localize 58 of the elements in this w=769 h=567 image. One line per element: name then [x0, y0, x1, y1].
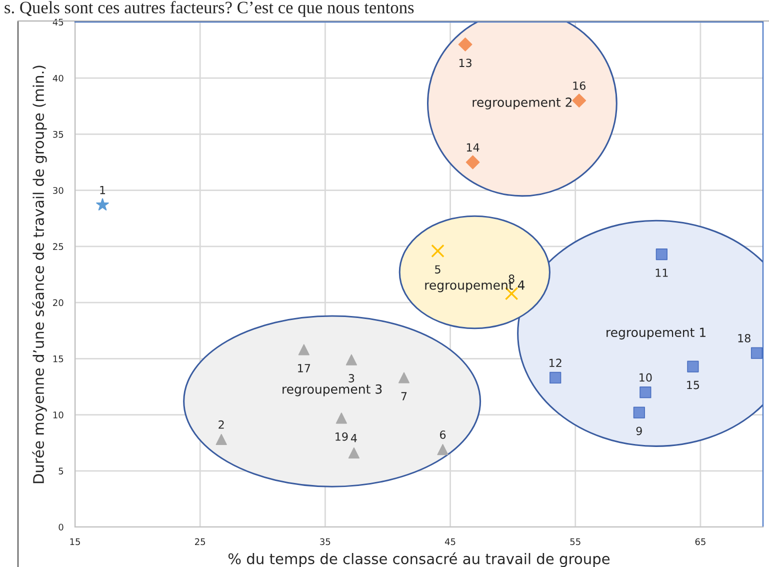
point [346, 354, 358, 366]
x-tick-label: 55 [570, 538, 580, 546]
point [336, 412, 348, 424]
annotation: 13 [459, 58, 472, 68]
y-tick-label: 40 [52, 74, 64, 82]
point [656, 248, 668, 260]
annotation: 17 [298, 364, 310, 372]
series-label: regroupement 1 [606, 328, 706, 340]
point [572, 94, 586, 108]
y-tick-label: 25 [53, 243, 64, 250]
series-label: regroupement 2 [472, 98, 572, 110]
point [348, 447, 360, 458]
annotation: 9 [636, 426, 642, 436]
x-tick-label: 15 [70, 538, 80, 546]
annotation: 12 [550, 358, 562, 367]
series-label: regroupement 3 [282, 384, 382, 396]
y-tick-label: 10 [53, 412, 64, 418]
text: s. Quels sont ces autres facteurs? C’est ce que nous tentons [4, 1, 414, 17]
annotation: 14 [466, 143, 480, 152]
x-tick-label: 65 [695, 538, 706, 546]
annotation: 8 [508, 274, 514, 283]
annotation: 15 [687, 380, 700, 390]
y-tick-label: 15 [53, 356, 64, 362]
annotation: 1 [100, 186, 106, 194]
point [458, 37, 472, 52]
point [298, 344, 310, 356]
annotation: 2 [218, 420, 224, 429]
annotation: 5 [435, 265, 440, 274]
annotation: 4 [350, 434, 357, 442]
point [398, 372, 410, 384]
annotation: 11 [656, 268, 668, 277]
point [466, 155, 480, 170]
point [633, 406, 645, 418]
point [550, 372, 562, 384]
annotation: 6 [440, 430, 446, 439]
annotation: 16 [573, 81, 586, 90]
point [216, 434, 227, 446]
y-tick-label: 30 [53, 187, 64, 194]
y-tick-label: 20 [53, 299, 64, 306]
y-tick-label: 5 [58, 468, 64, 474]
annotation: 19 [336, 432, 348, 441]
point [431, 244, 444, 258]
annotation: 3 [348, 374, 354, 382]
x-tick-label: 25 [195, 538, 206, 546]
point [750, 347, 763, 359]
y-axis-title: Durée moyenne d’une séance de travail de groupe (min.) [32, 66, 47, 484]
x-axis-title: % du temps de classe consacré au travail de groupe [228, 552, 610, 567]
point [640, 386, 652, 398]
y-tick-label: 35 [53, 130, 64, 138]
point [437, 444, 448, 456]
x-tick-label: 45 [444, 538, 456, 546]
point [96, 198, 109, 210]
y-tick-label: 0 [58, 524, 64, 531]
x-tick-label: 35 [320, 538, 330, 546]
annotation: 10 [640, 373, 652, 382]
annotation: 7 [401, 392, 407, 400]
point [687, 360, 699, 372]
annotation: 18 [738, 334, 750, 342]
